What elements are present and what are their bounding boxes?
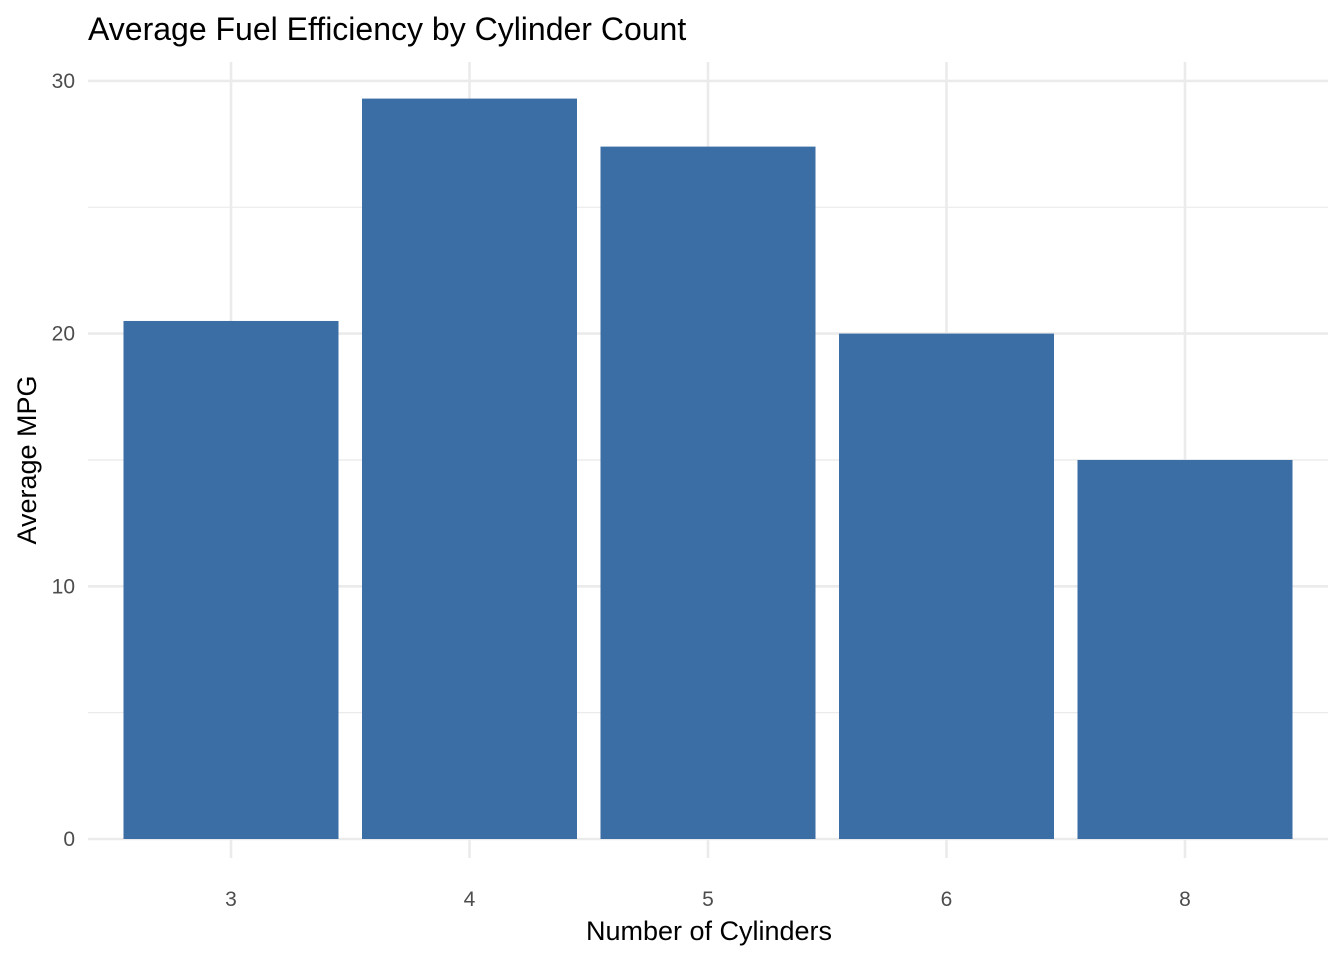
bar-8-cylinders <box>1077 459 1293 839</box>
y-tick-label: 30 <box>52 70 75 93</box>
y-axis-title: Average MPG <box>12 375 42 544</box>
x-tick-label: 6 <box>941 888 953 911</box>
x-tick-label: 3 <box>225 888 237 911</box>
chart-title: Average Fuel Efficiency by Cylinder Coun… <box>88 11 686 47</box>
x-axis-tick-labels: 3 4 5 6 8 <box>225 888 1191 911</box>
bar-4-cylinders <box>362 98 577 840</box>
x-tick-label: 5 <box>702 888 714 911</box>
y-tick-label: 0 <box>63 828 75 851</box>
x-axis-title: Number of Cylinders <box>586 916 832 946</box>
bar-5-cylinders <box>600 146 816 840</box>
bars <box>123 98 1293 840</box>
bar-3-cylinders <box>123 320 339 840</box>
y-axis-tick-labels: 0 10 20 30 <box>52 70 75 851</box>
x-tick-label: 8 <box>1179 888 1191 911</box>
x-tick-label: 4 <box>464 888 476 911</box>
bar-6-cylinders <box>839 333 1054 839</box>
y-tick-label: 20 <box>52 323 75 346</box>
y-tick-label: 10 <box>52 575 75 598</box>
